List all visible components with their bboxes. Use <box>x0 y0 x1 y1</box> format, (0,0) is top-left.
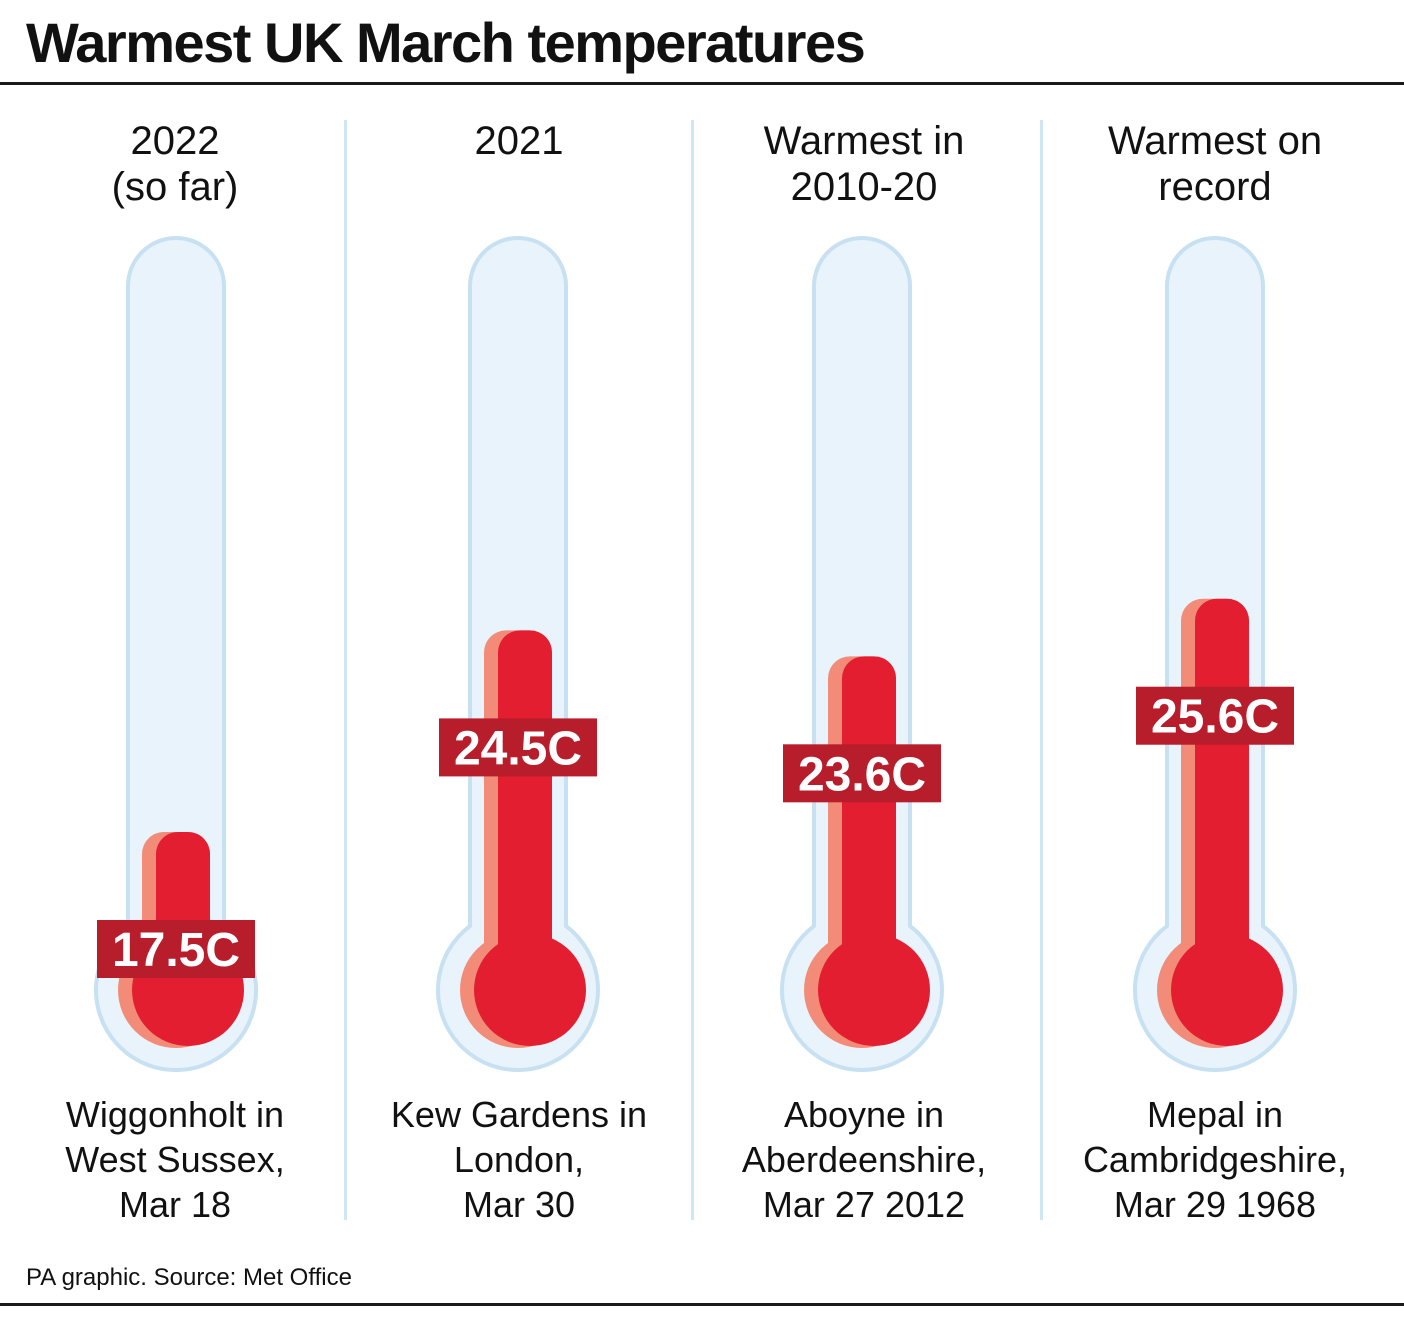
column-divider <box>344 120 347 1220</box>
column-caption-2022: Wiggonholt in West Sussex, Mar 18 <box>65 1094 285 1225</box>
value-label-box <box>439 718 597 777</box>
value-label-box <box>1136 686 1294 745</box>
value-label: 17.5C <box>112 924 240 977</box>
thermometer-2010-20: 23.6C <box>780 236 944 1072</box>
column-caption-record: Mepal in Cambridgeshire, Mar 29 1968 <box>1082 1094 1348 1225</box>
column-heading-2021: 2021 <box>474 119 564 163</box>
thermometer-glass <box>780 236 944 1072</box>
column-divider <box>691 120 694 1220</box>
thermometer-2022: 17.5C <box>94 236 258 1072</box>
column-heading-2010-20: Warmest in 2010-20 <box>763 119 965 209</box>
column-caption-2010-20: Aboyne in Aberdeenshire, Mar 27 2012 <box>741 1094 987 1225</box>
column-heading-2022: 2022 (so far) <box>111 119 239 209</box>
column-caption-2021: Kew Gardens in London, Mar 30 <box>390 1094 648 1225</box>
column-divider <box>1040 120 1043 1220</box>
value-label: 24.5C <box>454 722 582 775</box>
value-label-box <box>97 920 255 978</box>
value-label-box <box>783 744 941 803</box>
column-heading-record: Warmest on record <box>1107 119 1323 209</box>
source-note: PA graphic. Source: Met Office <box>26 1264 352 1291</box>
value-label: 23.6C <box>798 748 926 801</box>
thermometer-record: 25.6C <box>1133 236 1297 1072</box>
bottom-rule <box>0 1303 1404 1306</box>
chart-title: Warmest UK March temperatures <box>26 11 866 74</box>
thermometer-glass <box>94 236 258 1072</box>
title-rule <box>0 82 1404 85</box>
value-label: 25.6C <box>1151 691 1279 744</box>
thermometer-2021: 24.5C <box>436 236 600 1072</box>
